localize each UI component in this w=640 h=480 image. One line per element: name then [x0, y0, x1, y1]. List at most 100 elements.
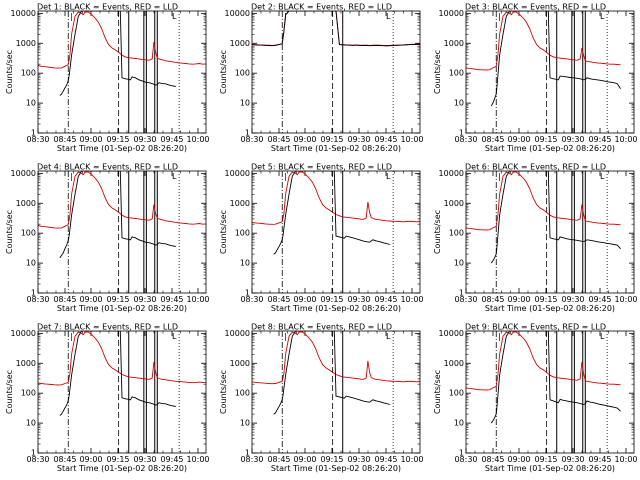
x-tick-label: 10:00 — [614, 455, 637, 464]
x-tick-label: 08:30 — [26, 455, 49, 464]
detector-plot-8: Det 8: BLACK = Events, RED = LLD Counts/s… — [219, 323, 424, 474]
x-tick-label: 08:30 — [26, 135, 49, 144]
chart-title: Det 2: BLACK = Events, RED = LLD — [251, 3, 392, 12]
x-axis-label: Start Time (01-Sep-02 08:26:20) — [485, 304, 615, 313]
y-axis-label: Counts/sec — [5, 210, 14, 254]
series-lld — [38, 331, 206, 386]
y-tick-label: 1000 — [230, 199, 250, 208]
x-axis-label: Start Time (01-Sep-02 08:26:20) — [57, 304, 187, 313]
chart-title: Det 1: BLACK = Events, RED = LLD — [37, 3, 178, 12]
y-tick-label: 10 — [240, 259, 250, 268]
series-events — [59, 331, 176, 416]
x-tick-label: 09:15 — [320, 295, 343, 304]
x-tick-label: 10:00 — [186, 455, 209, 464]
y-tick-label: 10000 — [11, 169, 36, 178]
legend-glyph-right: L — [600, 172, 605, 181]
y-tick-label: 1 — [31, 449, 36, 458]
x-tick-label: 09:00 — [293, 295, 316, 304]
y-tick-label: 1000 — [16, 359, 36, 368]
plot-frame — [37, 170, 207, 294]
x-tick-label: 09:45 — [160, 135, 183, 144]
y-tick-label: 1 — [459, 129, 464, 138]
x-tick-label: 08:30 — [240, 295, 263, 304]
y-tick-label: 10000 — [11, 329, 36, 338]
series-lld — [38, 171, 206, 229]
y-tick-label: 100 — [235, 69, 250, 78]
y-tick-label: 10 — [240, 419, 250, 428]
x-tick-label: 08:45 — [267, 135, 290, 144]
y-tick-label: 10000 — [225, 169, 250, 178]
x-tick-label: 09:30 — [561, 295, 584, 304]
legend-glyph-right: L — [386, 332, 391, 341]
x-tick-label: 10:00 — [186, 135, 209, 144]
x-tick-label: 10:00 — [186, 295, 209, 304]
x-tick-label: 09:30 — [561, 455, 584, 464]
y-tick-label: 10 — [26, 259, 36, 268]
series-lld — [252, 11, 420, 46]
x-tick-label: 09:45 — [588, 135, 611, 144]
x-tick-label: 09:15 — [106, 295, 129, 304]
chart-title: Det 3: BLACK = Events, RED = LLD — [465, 3, 606, 12]
x-tick-label: 09:00 — [507, 455, 530, 464]
x-tick-label: 09:00 — [507, 295, 530, 304]
y-tick-label: 10000 — [439, 169, 464, 178]
legend-glyph-right: L — [172, 172, 177, 181]
y-tick-label: 10000 — [11, 9, 36, 18]
x-tick-label: 09:15 — [534, 135, 557, 144]
y-tick-label: 100 — [235, 229, 250, 238]
plot-frame — [465, 330, 635, 454]
x-tick-label: 09:30 — [133, 455, 156, 464]
x-tick-label: 09:45 — [374, 455, 397, 464]
x-axis-label: Start Time (01-Sep-02 08:26:20) — [271, 464, 401, 473]
y-tick-label: 1 — [245, 129, 250, 138]
y-tick-label: 10 — [26, 99, 36, 108]
x-tick-label: 09:30 — [347, 135, 370, 144]
x-tick-label: 10:00 — [400, 135, 423, 144]
x-axis-label: Start Time (01-Sep-02 08:26:20) — [57, 144, 187, 153]
legend-glyph-right: L — [172, 332, 177, 341]
y-tick-label: 10000 — [225, 9, 250, 18]
legend-glyph-left: | — [498, 332, 501, 341]
y-tick-label: 1 — [31, 289, 36, 298]
x-tick-label: 09:15 — [320, 135, 343, 144]
y-tick-label: 1 — [31, 129, 36, 138]
plot-frame — [251, 330, 421, 454]
series-lld — [38, 11, 206, 69]
y-axis-label: Counts/sec — [5, 370, 14, 414]
detector-plot-2: Det 2: BLACK = Events, RED = LLD Counts/s… — [219, 3, 424, 154]
y-tick-label: 1 — [459, 289, 464, 298]
x-tick-label: 09:45 — [160, 455, 183, 464]
chart-title: Det 4: BLACK = Events, RED = LLD — [37, 163, 178, 172]
y-tick-label: 100 — [21, 69, 36, 78]
series-events — [490, 11, 621, 107]
y-tick-label: 1000 — [444, 199, 464, 208]
plot-frame — [251, 10, 421, 134]
x-tick-label: 08:45 — [481, 455, 504, 464]
x-tick-label: 09:15 — [320, 455, 343, 464]
y-axis-label: Counts/sec — [433, 210, 442, 254]
x-tick-label: 08:45 — [481, 135, 504, 144]
x-tick-label: 09:15 — [106, 135, 129, 144]
detector-plot-7: Det 7: BLACK = Events, RED = LLD Counts/s… — [5, 323, 210, 474]
series-lld — [252, 331, 420, 385]
x-tick-label: 09:15 — [534, 455, 557, 464]
y-tick-label: 100 — [449, 229, 464, 238]
y-tick-label: 100 — [235, 389, 250, 398]
legend-glyph-left: | — [70, 12, 73, 21]
y-tick-label: 10000 — [225, 329, 250, 338]
x-tick-label: 08:30 — [240, 455, 263, 464]
series-events — [490, 331, 621, 424]
x-tick-label: 08:45 — [53, 455, 76, 464]
legend-glyph-right: L — [386, 172, 391, 181]
plot-frame — [37, 10, 207, 134]
x-tick-label: 09:30 — [133, 295, 156, 304]
chart-title: Det 9: BLACK = Events, RED = LLD — [465, 323, 606, 332]
y-tick-label: 1000 — [444, 359, 464, 368]
y-axis-label: Counts/sec — [433, 370, 442, 414]
legend-glyph-left: | — [284, 172, 287, 181]
series-events — [59, 11, 176, 96]
chart-title: Det 8: BLACK = Events, RED = LLD — [251, 323, 392, 332]
y-axis-label: Counts/sec — [5, 50, 14, 94]
y-tick-label: 1 — [459, 449, 464, 458]
x-tick-label: 09:45 — [588, 455, 611, 464]
